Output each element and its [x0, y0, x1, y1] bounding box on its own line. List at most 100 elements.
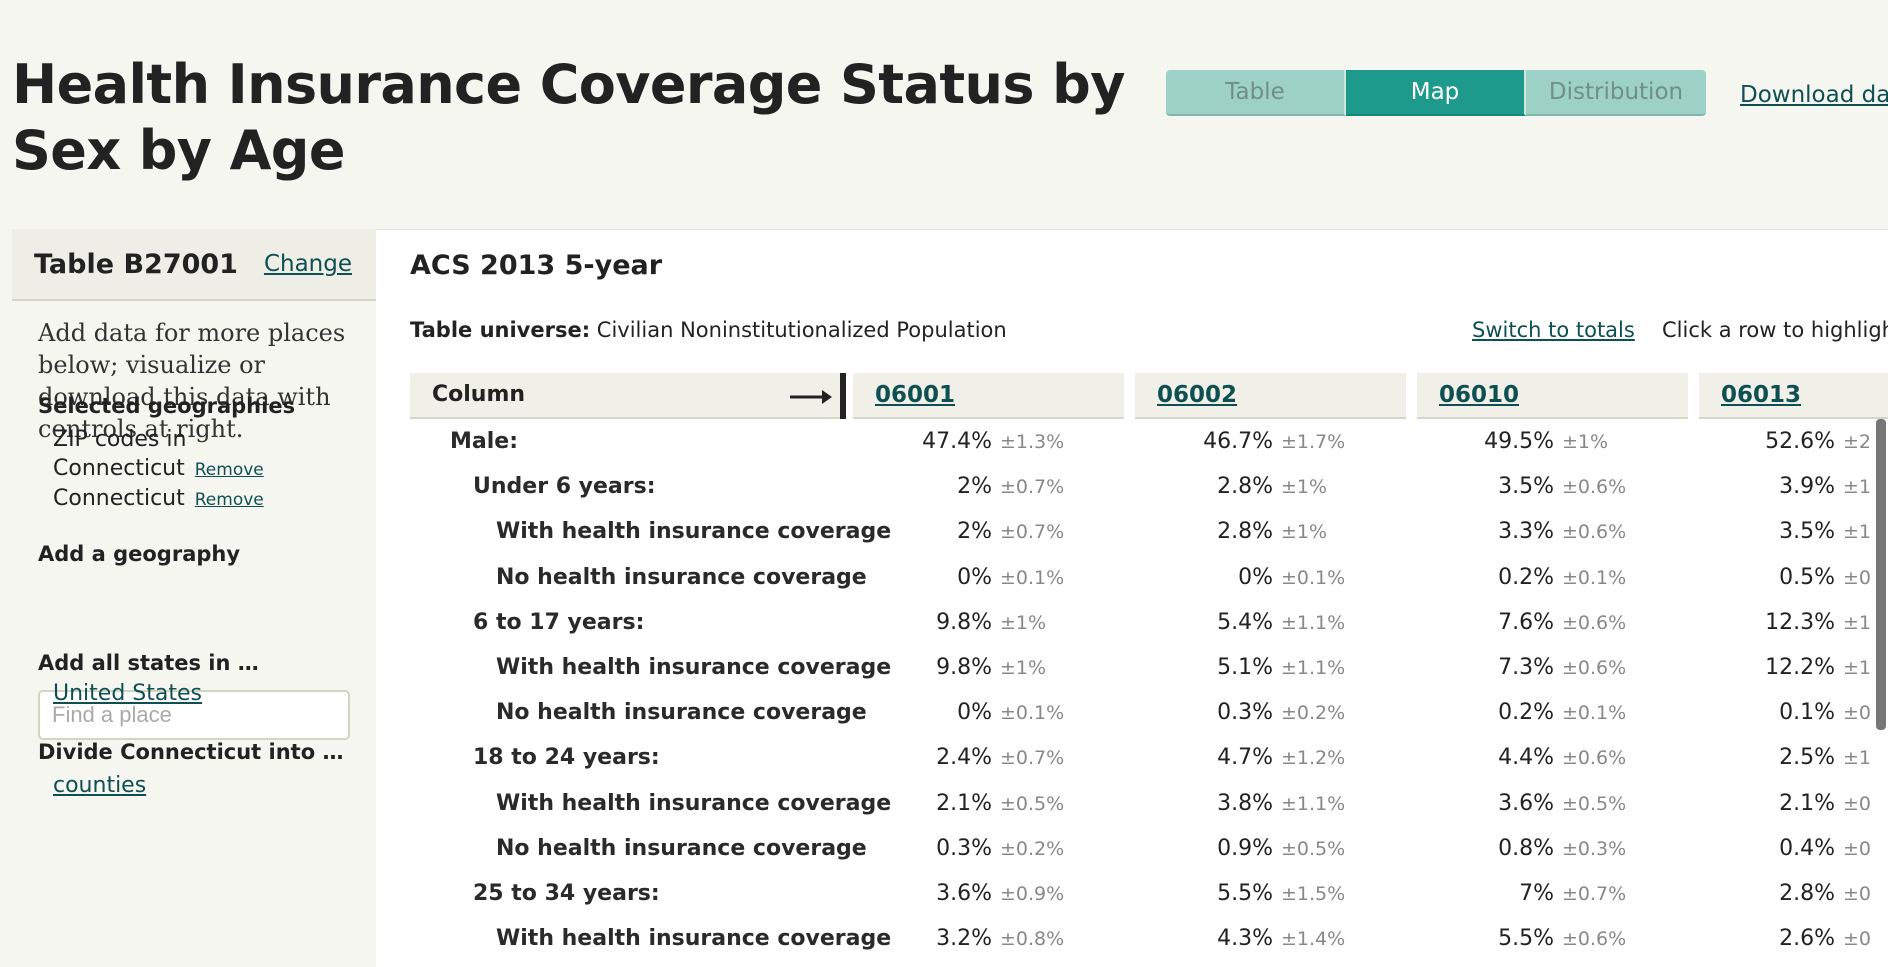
cell-margin-of-error: ±1 [1843, 611, 1872, 634]
release-title: ACS 2013 5-year [410, 250, 663, 281]
cell-margin-of-error: ±0.6% [1562, 521, 1627, 544]
cell-value: 0.5% [1779, 564, 1835, 590]
cell-value: 2.8% [1217, 519, 1273, 545]
add-all-states-label: Add all states in … [38, 651, 259, 675]
cell-margin-of-error: ±1 [1843, 656, 1872, 679]
find-place-input[interactable] [38, 690, 350, 740]
cell-margin-of-error: ±1.4% [1281, 928, 1346, 951]
cell-value: 2.5% [1779, 745, 1835, 771]
cell-margin-of-error: ±1% [1000, 656, 1047, 679]
cell-value: 12.2% [1765, 654, 1835, 680]
row-label: No health insurance coverage [496, 564, 867, 590]
counties-link[interactable]: counties [53, 773, 147, 798]
cell-margin-of-error: ±0 [1843, 837, 1872, 860]
row-label: No health insurance coverage [496, 700, 867, 726]
sidebar-description: Add data for more places below; visualiz… [38, 319, 346, 443]
row-label: 18 to 24 years: [473, 745, 660, 771]
row-highlight-hint: Click a row to highlight [1662, 318, 1888, 342]
cell-value: 0% [1238, 564, 1273, 590]
cell-value: 7.6% [1498, 609, 1554, 635]
column-header: Column [410, 373, 840, 419]
cell-value: 12.3% [1765, 609, 1835, 635]
cell-value: 3.9% [1779, 474, 1835, 500]
geography-header: 06002 [1135, 373, 1406, 419]
cell-value: 0.9% [1217, 835, 1273, 861]
cell-value: 4.4% [1498, 745, 1554, 771]
tab-table[interactable]: Table [1166, 70, 1346, 116]
geography-link[interactable]: 06002 [1157, 382, 1238, 408]
column-divider[interactable] [840, 373, 846, 419]
cell-value: 4.3% [1217, 926, 1273, 952]
cell-margin-of-error: ±0.1% [1000, 566, 1065, 589]
cell-margin-of-error: ±1 [1843, 476, 1872, 499]
geography-link[interactable]: 06013 [1721, 382, 1802, 408]
cell-margin-of-error: ±0.6% [1562, 928, 1627, 951]
cell-margin-of-error: ±0.5% [1000, 792, 1065, 815]
geography-header: 06001 [853, 373, 1124, 419]
cell-value: 2.1% [1779, 790, 1835, 816]
remove-geography-button[interactable]: Remove [194, 460, 264, 480]
scrollbar[interactable] [1876, 419, 1886, 730]
cell-margin-of-error: ±0.7% [1000, 521, 1065, 544]
change-table-link[interactable]: Change [263, 251, 352, 277]
row-label: With health insurance coverage [496, 654, 892, 680]
cell-value: 2.1% [936, 790, 992, 816]
cell-value: 0.2% [1498, 564, 1554, 590]
selected-geography-item: ZIP codes in Connecticut Remove [53, 425, 264, 485]
cell-value: 0.3% [1217, 700, 1273, 726]
cell-margin-of-error: ±0.1% [1562, 702, 1627, 725]
cell-value: 0% [957, 564, 992, 590]
selected-geographies-label: Selected geographies [38, 394, 296, 418]
cell-value: 2.8% [1779, 880, 1835, 906]
row-label: Under 6 years: [473, 474, 656, 500]
geography-name: Connecticut [53, 486, 185, 511]
cell-margin-of-error: ±0 [1843, 702, 1872, 725]
cell-margin-of-error: ±0.2% [1000, 837, 1065, 860]
universe-label: Table universe: [410, 318, 591, 342]
cell-value: 2% [957, 474, 992, 500]
right-arrow-icon[interactable] [786, 376, 842, 416]
remove-geography-button[interactable]: Remove [194, 490, 264, 510]
cell-margin-of-error: ±0.7% [1000, 476, 1065, 499]
cell-value: 0.3% [936, 835, 992, 861]
cell-margin-of-error: ±1 [1843, 521, 1872, 544]
row-label: Male: [450, 429, 518, 454]
cell-value: 2% [957, 519, 992, 545]
cell-margin-of-error: ±0.1% [1000, 702, 1065, 725]
cell-margin-of-error: ±1.2% [1281, 747, 1346, 770]
geography-link[interactable]: 06010 [1439, 382, 1520, 408]
download-data-link[interactable]: Download data [1740, 82, 1888, 108]
cell-margin-of-error: ±0.8% [1000, 928, 1065, 951]
row-label: With health insurance coverage [496, 790, 892, 816]
cell-margin-of-error: ±0.9% [1000, 882, 1065, 905]
row-label: With health insurance coverage [496, 926, 892, 952]
geography-header: 06010 [1417, 373, 1688, 419]
row-label: 6 to 17 years: [473, 609, 645, 635]
row-label: 25 to 34 years: [473, 880, 660, 906]
tab-map[interactable]: Map [1346, 70, 1526, 116]
universe-value: Civilian Noninstitutionalized Population [596, 318, 1007, 342]
cell-value: 2.8% [1217, 474, 1273, 500]
cell-value: 52.6% [1765, 429, 1835, 454]
cell-margin-of-error: ±0.6% [1562, 747, 1627, 770]
cell-value: 7% [1519, 880, 1554, 906]
cell-margin-of-error: ±0.7% [1562, 882, 1627, 905]
cell-margin-of-error: ±0.2% [1281, 702, 1346, 725]
cell-margin-of-error: ±0 [1843, 792, 1872, 815]
cell-value: 3.5% [1779, 519, 1835, 545]
sidebar-header: Table B27001 Change [12, 229, 376, 301]
cell-value: 3.6% [1498, 790, 1554, 816]
table-universe: Table universe: Civilian Noninstitutiona… [410, 318, 1007, 342]
switch-to-totals-link[interactable]: Switch to totals [1472, 318, 1635, 342]
cell-margin-of-error: ±1% [1281, 521, 1328, 544]
geography-header: 06013 [1699, 373, 1888, 419]
cell-margin-of-error: ±0.6% [1562, 656, 1627, 679]
cell-value: 5.4% [1217, 609, 1273, 635]
cell-margin-of-error: ±1.7% [1281, 431, 1346, 453]
tab-distribution[interactable]: Distribution [1526, 70, 1706, 116]
sidebar: Table B27001 Change Add data for more pl… [12, 229, 376, 966]
cell-margin-of-error: ±0 [1843, 928, 1872, 951]
united-states-link[interactable]: United States [53, 681, 202, 706]
selected-geography-item: Connecticut Remove [53, 484, 264, 515]
geography-link[interactable]: 06001 [875, 382, 956, 408]
